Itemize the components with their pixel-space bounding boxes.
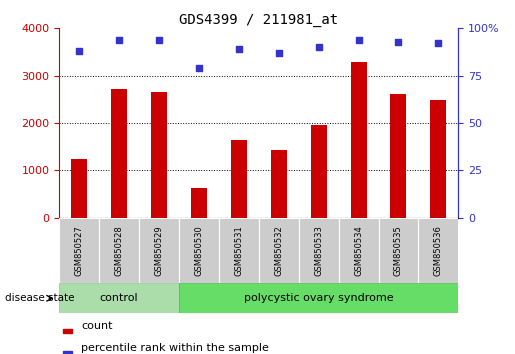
Bar [311,125,327,218]
Bar [191,188,207,218]
Bar [63,329,72,333]
Point [394,39,403,44]
Text: GSM850535: GSM850535 [394,225,403,276]
Point [195,65,203,71]
Bar [99,218,139,283]
Point [75,48,83,54]
Text: GSM850536: GSM850536 [434,225,443,276]
Text: GSM850532: GSM850532 [274,225,283,276]
Bar [63,351,72,354]
Bar [151,92,167,218]
Bar [219,218,259,283]
Text: GSM850529: GSM850529 [154,225,163,276]
Point [315,45,323,50]
Point [274,50,283,56]
Point [434,41,442,46]
Text: GSM850530: GSM850530 [195,225,203,276]
Bar [179,283,458,313]
Bar [379,218,418,283]
Bar [351,62,367,218]
Bar [390,94,406,218]
Bar [271,149,287,218]
Bar [231,140,247,218]
Bar [59,218,99,283]
Text: control: control [100,293,139,303]
Point [354,37,363,42]
Text: percentile rank within the sample: percentile rank within the sample [81,343,269,353]
Point [155,37,163,42]
Bar [418,218,458,283]
Title: GDS4399 / 211981_at: GDS4399 / 211981_at [179,13,338,27]
Text: disease state: disease state [5,293,75,303]
Bar [339,218,379,283]
Text: polycystic ovary syndrome: polycystic ovary syndrome [244,293,393,303]
Bar [299,218,339,283]
Text: GSM850534: GSM850534 [354,225,363,276]
Text: GSM850531: GSM850531 [234,225,243,276]
Bar [179,218,219,283]
Bar [259,218,299,283]
Bar [139,218,179,283]
Bar [59,283,179,313]
Text: GSM850527: GSM850527 [75,225,83,276]
Bar [71,159,87,218]
Point [235,46,243,52]
Bar [111,89,127,218]
Text: GSM850528: GSM850528 [115,225,124,276]
Text: count: count [81,321,113,331]
Bar [431,100,447,218]
Point [115,37,123,42]
Text: GSM850533: GSM850533 [314,225,323,276]
